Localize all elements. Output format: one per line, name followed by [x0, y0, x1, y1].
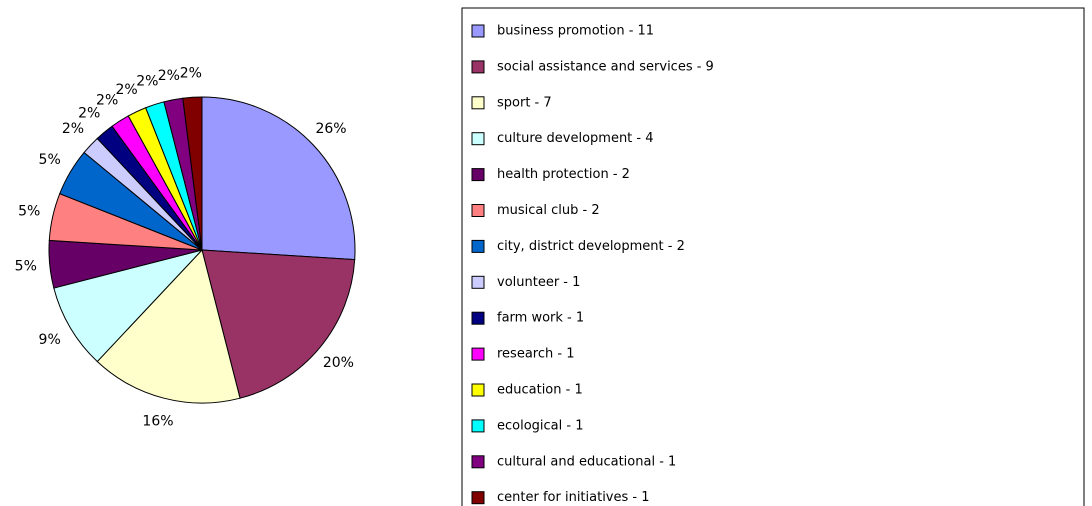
legend-swatch	[471, 491, 485, 505]
slice-label: 5%	[39, 152, 61, 168]
legend-label: volunteer - 1	[497, 275, 580, 290]
slice-label: 2%	[116, 82, 138, 98]
legend-swatch	[471, 455, 485, 469]
legend-swatch	[471, 96, 485, 110]
slice-label: 5%	[18, 203, 40, 219]
slice-label: 9%	[39, 332, 61, 348]
legend-swatch	[471, 24, 485, 38]
legend-box	[461, 7, 1085, 506]
slice-label: 26%	[315, 121, 346, 137]
slice-label: 20%	[323, 355, 354, 371]
legend-label: sport - 7	[497, 95, 552, 110]
legend-label: social assistance and services - 9	[497, 59, 714, 74]
legend-label: center for initiatives - 1	[497, 490, 650, 505]
legend-swatch	[471, 383, 485, 397]
slice-label: 2%	[62, 121, 84, 137]
slice-label: 2%	[180, 65, 202, 81]
legend-swatch	[471, 132, 485, 146]
slice-label: 2%	[136, 74, 158, 90]
slice-label: 16%	[142, 413, 173, 429]
pie-slice	[201, 96, 356, 261]
legend-label: health protection - 2	[497, 167, 630, 182]
pie-slice	[53, 249, 204, 363]
pie-slice	[201, 249, 356, 399]
legend-swatch	[471, 168, 485, 182]
slice-label: 2%	[78, 106, 100, 122]
pie-slice	[182, 96, 203, 251]
legend-label: farm work - 1	[497, 311, 584, 326]
slice-label: 2%	[96, 93, 118, 109]
legend-swatch	[471, 60, 485, 74]
legend-swatch	[471, 311, 485, 325]
legend-label: musical club - 2	[497, 203, 600, 218]
legend-swatch	[471, 239, 485, 253]
legend-label: ecological - 1	[497, 418, 583, 433]
legend-label: education - 1	[497, 383, 583, 398]
pie-slice	[96, 248, 241, 404]
legend-swatch	[471, 419, 485, 433]
legend-label: culture development - 4	[497, 131, 654, 146]
legend-label: business promotion - 11	[497, 24, 654, 39]
legend-label: research - 1	[497, 347, 574, 362]
legend-swatch	[471, 347, 485, 361]
legend-swatch	[471, 275, 485, 289]
slice-label: 5%	[15, 259, 37, 275]
legend-swatch	[471, 204, 485, 217]
legend-label: cultural and educational - 1	[497, 454, 676, 469]
legend-label: city, district development - 2	[497, 239, 685, 254]
slice-label: 2%	[158, 68, 180, 84]
